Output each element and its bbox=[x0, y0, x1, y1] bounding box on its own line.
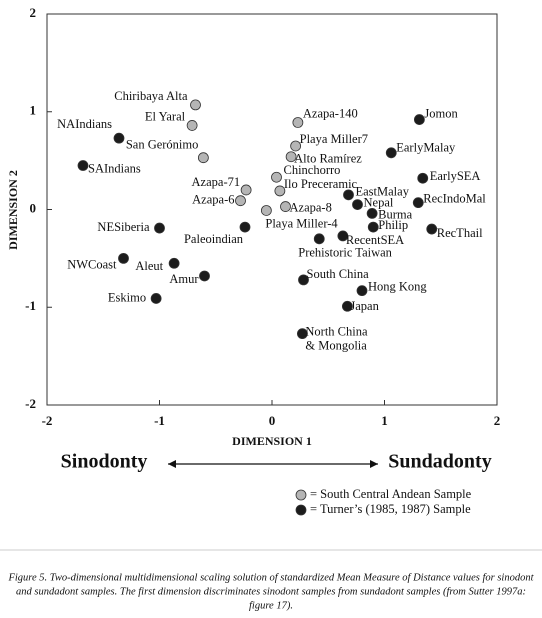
point-label: Hong Kong bbox=[368, 280, 427, 294]
point-label: San Gerónimo bbox=[126, 138, 199, 152]
point bbox=[113, 132, 125, 144]
y-tick-label: 2 bbox=[30, 5, 37, 20]
caption-line: and sundadont samples. The first dimensi… bbox=[16, 586, 526, 597]
point bbox=[366, 208, 378, 219]
point bbox=[356, 285, 368, 297]
point bbox=[296, 328, 308, 340]
point-label: SAIndians bbox=[88, 161, 141, 175]
point-label: Jomon bbox=[424, 106, 458, 120]
point bbox=[235, 195, 246, 207]
point bbox=[285, 151, 297, 163]
point bbox=[426, 223, 438, 235]
point bbox=[271, 171, 282, 183]
point-label: Playa Miller-4 bbox=[265, 216, 338, 230]
legend-label: = South Central Andean Sample bbox=[310, 487, 472, 501]
point bbox=[260, 205, 272, 216]
point bbox=[292, 117, 304, 128]
point bbox=[367, 221, 379, 233]
right-label: Sundadonty bbox=[388, 451, 491, 473]
legend-marker bbox=[295, 489, 307, 501]
point-label: Azapa-140 bbox=[303, 106, 358, 120]
point-label: Burma bbox=[378, 207, 412, 221]
point-label: Aleut bbox=[135, 259, 163, 273]
point-label: NAIndians bbox=[57, 117, 112, 131]
point bbox=[190, 99, 201, 111]
point bbox=[417, 172, 429, 184]
left-label: Sinodonty bbox=[61, 451, 148, 473]
point-label: Amur bbox=[169, 272, 199, 286]
point bbox=[240, 184, 252, 196]
point-label: Chinchorro bbox=[284, 163, 341, 177]
point-label: Prehistoric Taiwan bbox=[298, 246, 392, 260]
caption-line: figure 17). bbox=[249, 600, 293, 611]
point bbox=[385, 147, 397, 159]
point-label: Playa Miller7 bbox=[300, 132, 368, 146]
point bbox=[412, 197, 424, 209]
point bbox=[197, 152, 209, 164]
x-tick-label: 1 bbox=[381, 413, 388, 428]
point bbox=[77, 160, 89, 171]
point-label: El Yaral bbox=[145, 109, 186, 123]
point-label: Philip bbox=[378, 218, 408, 232]
point-label: South China bbox=[307, 267, 370, 281]
point bbox=[274, 185, 286, 197]
point bbox=[298, 274, 309, 286]
point-label: RecThail bbox=[437, 226, 483, 240]
point-label: Paleoindian bbox=[184, 232, 244, 246]
point-label: Ilo Preceramic bbox=[284, 177, 358, 191]
point bbox=[154, 222, 165, 234]
point bbox=[280, 201, 291, 212]
point bbox=[343, 189, 354, 201]
y-tick-label: -1 bbox=[25, 298, 36, 313]
point-label: EarlyMalay bbox=[396, 141, 456, 155]
legend-label: = Turner’s (1985, 1987) Sample bbox=[310, 502, 471, 516]
point-label: NWCoast bbox=[67, 257, 117, 271]
point bbox=[413, 114, 425, 125]
y-tick-label: -2 bbox=[25, 396, 36, 411]
point-label: & Mongolia bbox=[305, 339, 367, 353]
point bbox=[168, 257, 180, 269]
plot-frame bbox=[46, 13, 498, 406]
point-label: Nepal bbox=[364, 195, 394, 209]
point-label: NESiberia bbox=[97, 220, 150, 234]
point-label: Azapa-71 bbox=[192, 175, 241, 189]
point-label: RecentSEA bbox=[346, 233, 404, 247]
point-label: EastMalay bbox=[356, 185, 410, 199]
point-label: EarlySEA bbox=[430, 169, 481, 183]
caption-line: Figure 5. Two-dimensional multidimension… bbox=[7, 572, 534, 583]
point-label: Chiribaya Alta bbox=[114, 89, 188, 103]
point bbox=[150, 293, 162, 304]
point bbox=[239, 221, 251, 233]
x-tick-label: 2 bbox=[494, 413, 501, 428]
y-tick-label: 0 bbox=[30, 200, 37, 215]
point bbox=[337, 230, 349, 242]
point bbox=[290, 140, 302, 152]
point-label: Azapa-8 bbox=[290, 200, 332, 214]
caption: Figure 5. Two-dimensional multidimension… bbox=[7, 572, 534, 611]
point bbox=[352, 199, 363, 211]
x-tick-label: 0 bbox=[269, 413, 276, 428]
x-axis-label: DIMENSION 1 bbox=[232, 434, 312, 448]
point-label: Azapa-6 bbox=[192, 193, 234, 207]
legend-marker bbox=[295, 504, 307, 516]
point-label: Japan bbox=[350, 299, 379, 313]
point-label: RecIndoMal bbox=[423, 192, 486, 206]
point-label: North China bbox=[305, 325, 368, 339]
point bbox=[199, 270, 210, 282]
x-tick-label: -2 bbox=[42, 413, 53, 428]
y-tick-label: 1 bbox=[30, 103, 37, 118]
point bbox=[313, 233, 325, 245]
point bbox=[341, 300, 353, 312]
point bbox=[118, 252, 129, 264]
y-axis-label: DIMENSION 2 bbox=[6, 170, 20, 250]
point-label: Eskimo bbox=[108, 290, 146, 304]
point-label: Alto Ramírez bbox=[294, 152, 362, 166]
x-tick-label: -1 bbox=[154, 413, 165, 428]
point bbox=[186, 120, 198, 131]
